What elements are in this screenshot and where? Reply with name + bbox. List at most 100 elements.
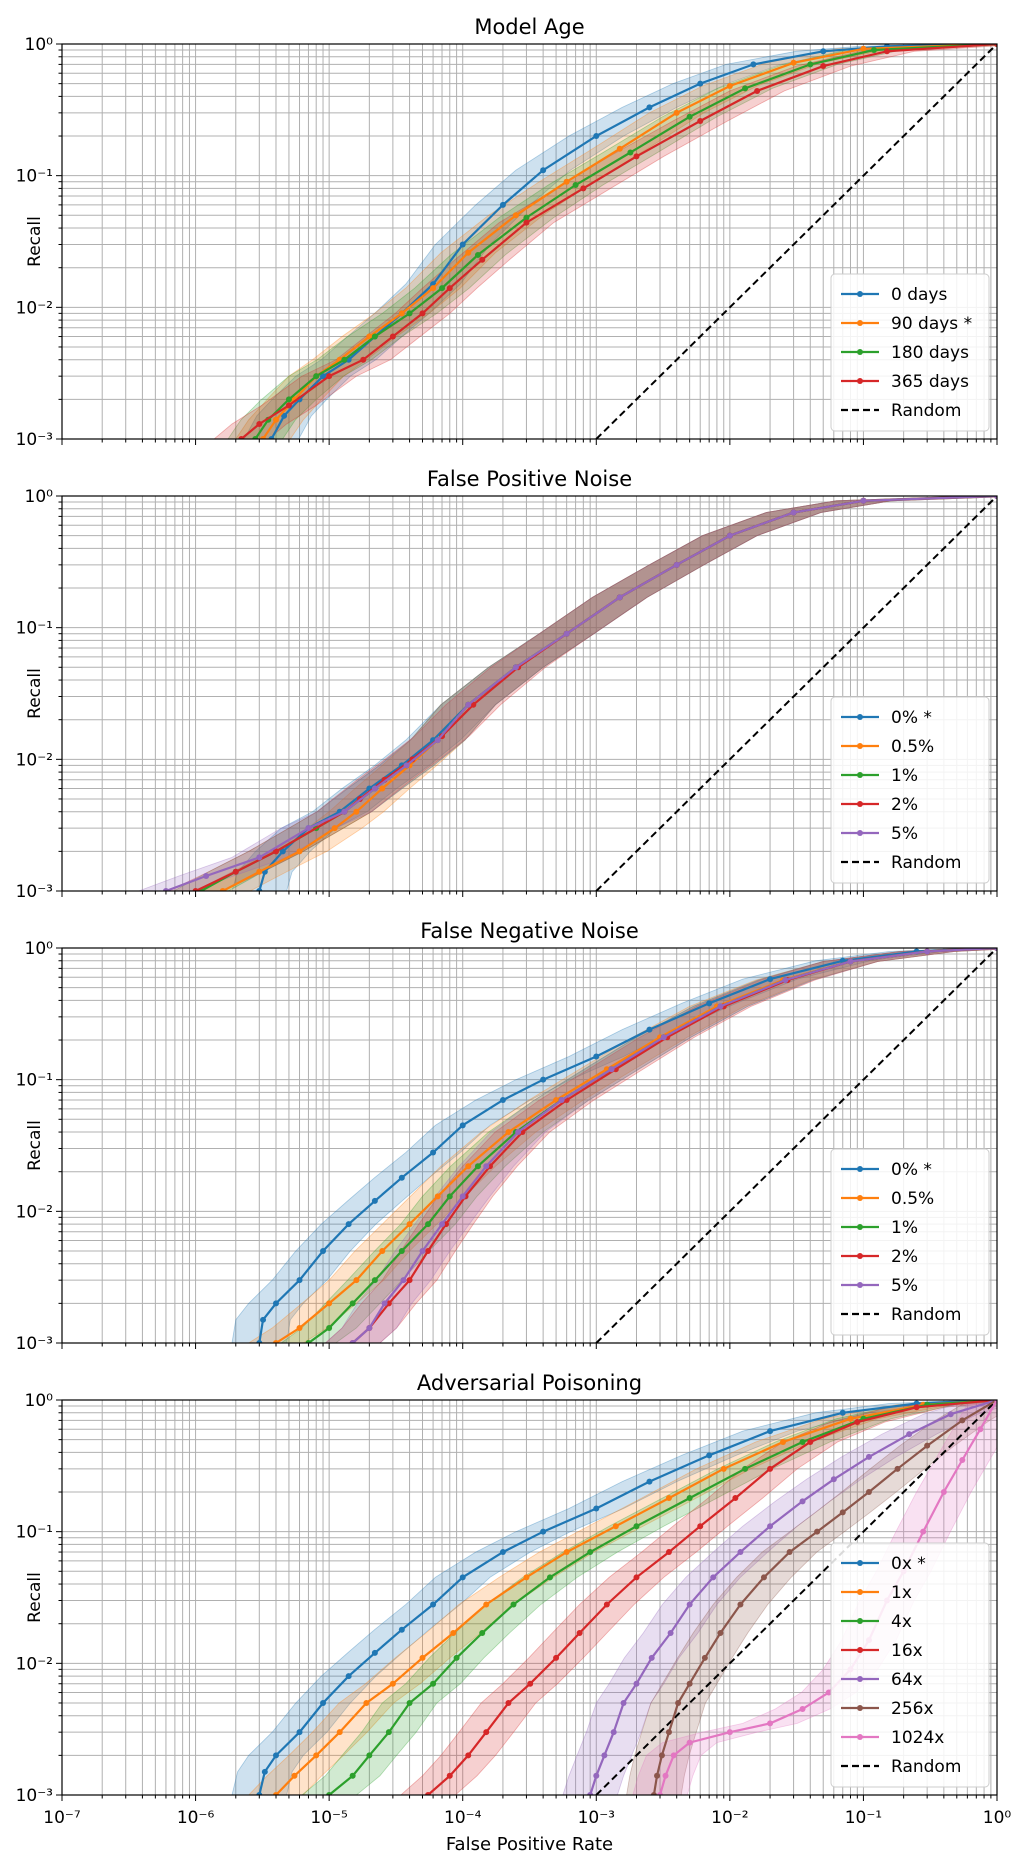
data-point: [662, 1772, 669, 1779]
data-point: [272, 848, 279, 855]
confidence-band: [231, 1400, 997, 1795]
data-point: [260, 436, 267, 439]
data-point: [349, 1772, 356, 1779]
legend: 0% * 0.5% 1% 2% 5% Random: [830, 696, 990, 884]
data-point: [419, 1654, 426, 1661]
data-point: [345, 1221, 352, 1228]
data-point: [499, 201, 506, 208]
data-point: [371, 785, 378, 792]
legend-marker: [857, 1282, 863, 1288]
y-tick-label: 10⁻¹: [16, 619, 53, 639]
data-point: [865, 1489, 872, 1496]
data-point: [527, 1680, 534, 1687]
data-point: [871, 47, 878, 54]
data-point: [633, 1574, 640, 1581]
data-point: [389, 333, 396, 340]
legend-marker: [857, 1676, 863, 1682]
y-tick-label: 10⁻²: [16, 1654, 53, 1674]
data-point: [612, 1523, 619, 1530]
x-tick-label: 10⁻²: [711, 1808, 748, 1828]
data-point: [717, 1629, 724, 1636]
data-point: [608, 1066, 615, 1073]
data-point: [847, 1415, 854, 1422]
data-point: [686, 1495, 693, 1502]
data-point: [430, 1680, 437, 1687]
data-point: [256, 420, 263, 427]
legend: 0x * 1x 4x 16x 64x 256x 1024x Random: [830, 1542, 990, 1788]
y-tick-label: 10⁰: [25, 939, 54, 959]
panel-3: 10⁻³ 10⁻² 10⁻¹ 10⁰ False Negative Noise Recal…: [16, 919, 998, 1354]
panel-4: 10⁻³ 10⁻² 10⁻¹ 10⁰ 10⁻⁷ 10⁻⁶ 10⁻⁵ 10⁻⁴ 10⁻³ 10⁻² 1…: [16, 1371, 1012, 1855]
confidence-band: [231, 496, 997, 891]
legend-label: 1024x: [891, 1728, 944, 1748]
y-tick-label: 10⁻¹: [16, 1523, 53, 1543]
data-point: [760, 1574, 767, 1581]
legend-label: 0% *: [891, 708, 932, 728]
y-axis-label: Recall: [25, 668, 45, 719]
data-point: [279, 848, 286, 855]
confidence-band: [227, 44, 997, 439]
data-point: [379, 785, 386, 792]
data-point: [799, 1438, 806, 1445]
x-tick-label: 10⁻⁵: [310, 1808, 347, 1828]
x-tick-label: 10⁻³: [578, 1808, 615, 1828]
data-point: [320, 373, 327, 380]
panel-title: Model Age: [474, 15, 584, 39]
legend-marker: [857, 1195, 863, 1201]
y-tick-label: 10⁻²: [16, 750, 53, 770]
series-line: [427, 1400, 997, 1795]
data-point: [320, 1247, 327, 1254]
data-point: [406, 1277, 413, 1284]
data-point: [657, 1792, 664, 1795]
data-point: [398, 310, 405, 317]
y-tick-label: 10⁰: [25, 487, 54, 507]
data-point: [162, 888, 169, 891]
data-point: [576, 1629, 583, 1636]
confidence-band: [248, 1400, 997, 1795]
data-point: [459, 241, 466, 248]
data-point: [371, 333, 378, 340]
legend-marker: [857, 1647, 863, 1653]
data-point: [272, 1340, 279, 1343]
data-point: [341, 808, 348, 815]
legend-marker: [857, 1166, 863, 1172]
data-point: [717, 1003, 724, 1010]
data-point: [660, 1034, 667, 1041]
data-point: [686, 1601, 693, 1608]
data-point: [313, 373, 320, 380]
data-point: [419, 310, 426, 317]
confidence-band: [324, 948, 997, 1343]
data-point: [219, 888, 226, 891]
data-point: [261, 1768, 268, 1775]
legend-label: 180 days: [891, 343, 969, 363]
legend-label: 64x: [891, 1670, 923, 1690]
confidence-band: [632, 1400, 997, 1795]
plot-area: [213, 44, 997, 439]
data-point: [754, 87, 761, 94]
y-tick-label: 10⁻³: [16, 882, 53, 902]
legend-label: 0% *: [891, 1160, 932, 1180]
data-point: [627, 149, 634, 156]
axes-frame: [61, 43, 998, 440]
confidence-band: [138, 496, 997, 891]
legend-marker: [857, 378, 863, 384]
data-point: [366, 333, 373, 340]
data-point: [256, 888, 263, 891]
data-point: [540, 1528, 547, 1535]
data-point: [474, 1163, 481, 1170]
data-point: [371, 1197, 378, 1204]
legend-marker: [857, 320, 863, 326]
data-point: [767, 1523, 774, 1530]
legend-marker: [857, 1705, 863, 1711]
legend-label: 4x: [891, 1612, 912, 1632]
confidence-band: [231, 948, 997, 1343]
data-point: [232, 868, 239, 875]
legend-box: [830, 1542, 990, 1788]
data-point: [499, 1549, 506, 1556]
legend-marker: [857, 1618, 863, 1624]
data-point: [767, 1465, 774, 1472]
data-point: [479, 1629, 486, 1636]
data-point: [400, 1277, 407, 1284]
data-point: [381, 1300, 388, 1307]
